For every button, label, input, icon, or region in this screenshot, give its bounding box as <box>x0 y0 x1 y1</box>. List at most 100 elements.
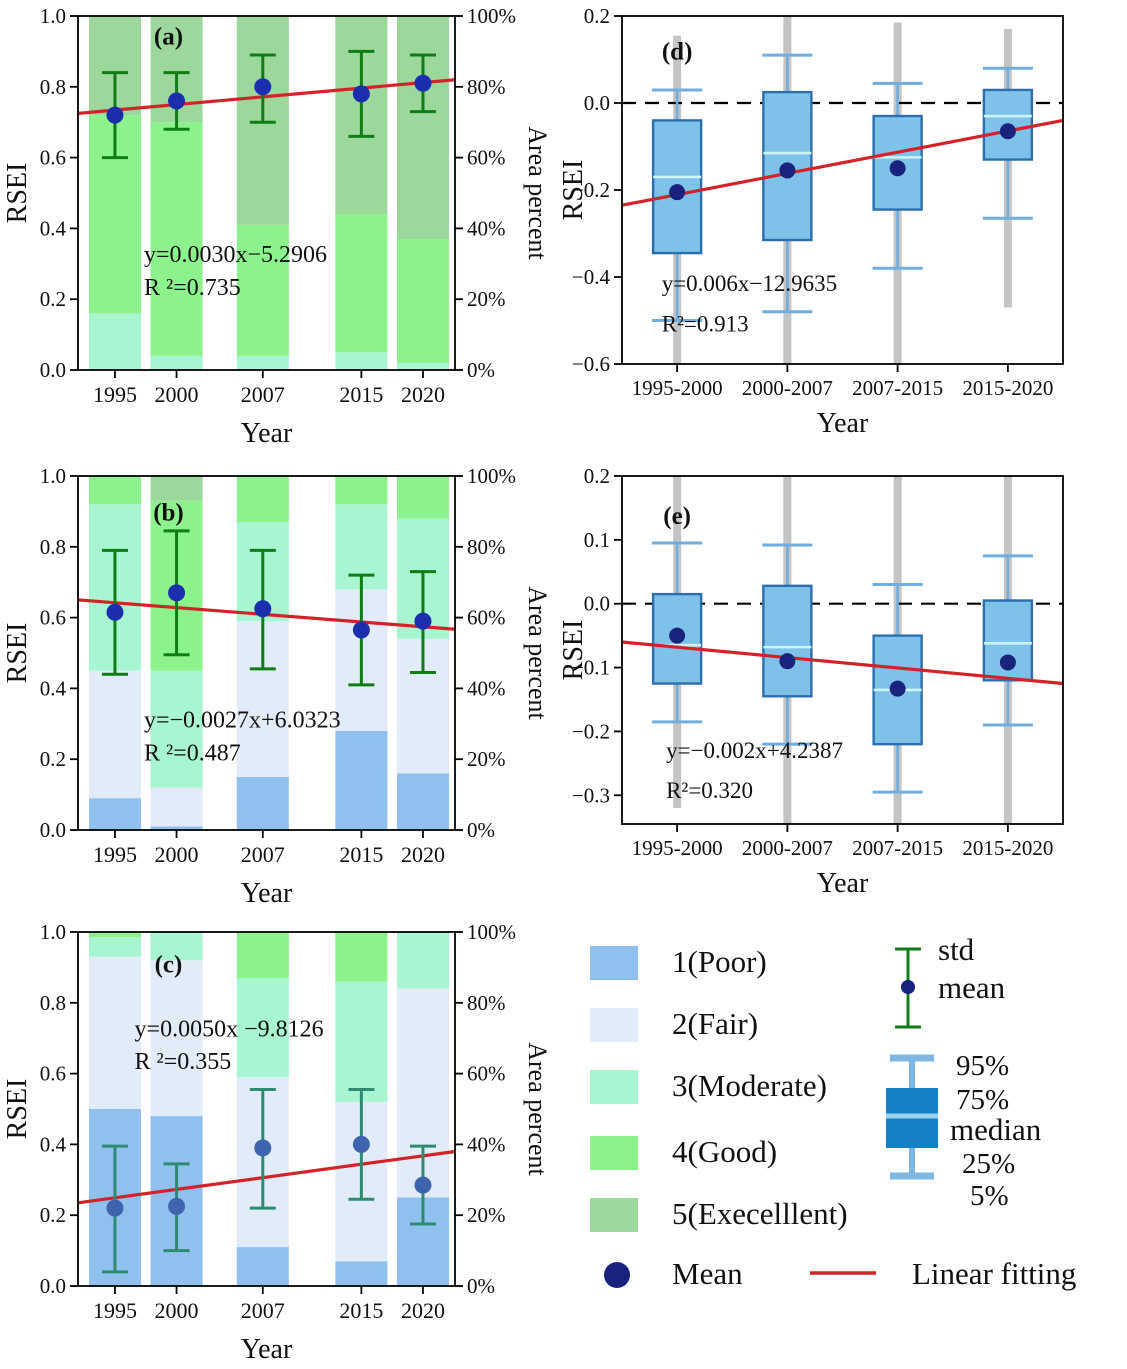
chart-svg-d: 0.2 0.0 −0.2 −0.4 −0.6 1995-2000 2000-2007 2007… <box>558 4 1064 439</box>
svg-text:80%: 80% <box>467 75 506 99</box>
svg-text:2000-2007: 2000-2007 <box>742 376 833 400</box>
bar-segment-poor <box>150 826 203 830</box>
svg-text:2000: 2000 <box>155 1298 199 1323</box>
panel-d-rsei-boxplot-chart: 0.2 0.0 −0.2 −0.4 −0.6 1995-2000 2000-2007 2007… <box>558 2 1127 457</box>
svg-text:Area percent: Area percent <box>523 1042 552 1176</box>
svg-text:R ²=0.487: R ²=0.487 <box>144 740 241 766</box>
svg-text:−0.6: −0.6 <box>572 352 610 376</box>
svg-text:y=0.006x−12.9635: y=0.006x−12.9635 <box>662 271 837 296</box>
bar-segment-good <box>236 932 289 979</box>
chart-svg-b: 1.0 0.8 0.6 0.4 0.2 0.0 100% 80% 60% 40% 20% 0% 1995… <box>2 464 552 909</box>
svg-text:0.6: 0.6 <box>40 146 66 170</box>
svg-text:2007: 2007 <box>241 842 285 867</box>
linear-fitting-line <box>77 1149 456 1205</box>
axes-ticks: 0.2 0.0 −0.2 −0.4 −0.6 1995-2000 2000-2007 2007… <box>572 4 1053 400</box>
bar-segment-good <box>88 932 141 938</box>
bar-segment-good <box>236 476 289 523</box>
legend-swatch-poor <box>590 946 638 980</box>
bar-segment-poor <box>335 1261 388 1286</box>
legend-swatch-excellent <box>590 1198 638 1232</box>
svg-text:0.1: 0.1 <box>584 528 610 552</box>
svg-text:0.4: 0.4 <box>40 216 67 240</box>
svg-text:2000-2007: 2000-2007 <box>742 836 833 860</box>
svg-text:80%: 80% <box>467 535 506 559</box>
chart-svg-c: 1.0 0.8 0.6 0.4 0.2 0.0 100% 80% 60% 40% 20% 0% 1995… <box>2 920 552 1365</box>
svg-text:Year: Year <box>817 408 869 439</box>
axes-ticks: 1.0 0.8 0.6 0.4 0.2 0.0 100% 80% 60% 40% 20% 0% 1995… <box>40 4 516 407</box>
legend-label-excellent: 5(Execelllent) <box>672 1196 848 1231</box>
svg-text:0.2: 0.2 <box>40 287 66 311</box>
svg-text:2007-2015: 2007-2015 <box>852 376 943 400</box>
bar-segment-fair <box>150 960 203 1117</box>
svg-text:40%: 40% <box>467 216 506 240</box>
axes-frame <box>77 15 456 371</box>
stacked-bars <box>88 476 449 830</box>
svg-text:RSEI: RSEI <box>560 160 589 221</box>
svg-text:RSEI: RSEI <box>2 1079 33 1140</box>
svg-text:1.0: 1.0 <box>40 4 66 28</box>
legend-label-5: 5% <box>970 1180 1009 1212</box>
bar-segment-moderate <box>396 362 449 370</box>
legend-label-linear-fitting: Linear fitting <box>912 1256 1077 1291</box>
axes-frame <box>77 931 456 1287</box>
bar-segment-good <box>335 476 388 505</box>
svg-text:0.2: 0.2 <box>40 1203 66 1227</box>
mean-points <box>669 627 1016 697</box>
svg-text:1995-2000: 1995-2000 <box>632 376 723 400</box>
full-range-gray-lines <box>673 476 1012 824</box>
whiskers <box>652 541 1033 794</box>
svg-text:−0.1: −0.1 <box>572 656 610 680</box>
bar-segment-excellent <box>150 476 203 501</box>
svg-text:RSEI: RSEI <box>2 163 33 224</box>
linear-fitting-line <box>77 78 456 115</box>
svg-text:0.4: 0.4 <box>40 1132 67 1156</box>
svg-text:60%: 60% <box>467 1062 506 1086</box>
svg-text:0%: 0% <box>467 358 495 382</box>
svg-text:y=0.0030x−5.2906: y=0.0030x−5.2906 <box>144 242 327 268</box>
svg-text:100%: 100% <box>467 4 516 28</box>
svg-text:R²=0.913: R²=0.913 <box>662 311 749 336</box>
bar-segment-fair <box>88 956 141 1109</box>
svg-text:0.2: 0.2 <box>584 4 610 28</box>
svg-text:2015: 2015 <box>339 382 383 407</box>
svg-text:20%: 20% <box>467 747 506 771</box>
bar-segment-excellent <box>396 16 449 240</box>
svg-text:2007: 2007 <box>241 382 285 407</box>
svg-text:Year: Year <box>241 1334 293 1365</box>
legend-boxplot-glyph <box>886 1054 938 1180</box>
svg-text:y=−0.0027x+6.0323: y=−0.0027x+6.0323 <box>144 707 341 733</box>
svg-text:40%: 40% <box>467 676 506 700</box>
svg-text:0.8: 0.8 <box>40 75 66 99</box>
svg-text:0%: 0% <box>467 1274 495 1298</box>
bar-segment-poor <box>236 776 289 830</box>
svg-text:2007-2015: 2007-2015 <box>852 836 943 860</box>
legend-label-fair: 2(Fair) <box>672 1006 759 1041</box>
legend-label-std: std <box>938 932 975 967</box>
panel-b-rsei-stacked-chart: 1.0 0.8 0.6 0.4 0.2 0.0 100% 80% 60% 40% 20% 0% 1995… <box>0 462 555 917</box>
legend-label-moderate: 3(Moderate) <box>672 1068 827 1103</box>
svg-text:0%: 0% <box>467 818 495 842</box>
svg-text:0.0: 0.0 <box>40 1274 66 1298</box>
legend-swatch-good <box>590 1136 638 1170</box>
legend-swatch-moderate <box>590 1070 638 1104</box>
svg-text:0.0: 0.0 <box>584 91 610 115</box>
svg-text:0.4: 0.4 <box>40 676 67 700</box>
svg-text:−0.2: −0.2 <box>572 178 610 202</box>
svg-text:1995: 1995 <box>93 1298 137 1323</box>
svg-text:(a): (a) <box>154 23 183 50</box>
whiskers <box>652 53 1033 322</box>
axes-ticks: 0.2 0.1 0.0 −0.1 −0.2 −0.3 1995-2000 2000-2007 2… <box>572 464 1053 860</box>
bar-segment-good <box>236 224 289 356</box>
bar-segment-good <box>150 122 203 356</box>
svg-text:0.6: 0.6 <box>40 606 66 630</box>
bar-segment-fair <box>88 670 141 799</box>
chart-svg-e: 0.2 0.1 0.0 −0.1 −0.2 −0.3 1995-2000 2000-2007 2… <box>558 464 1064 899</box>
boxes <box>651 584 1034 746</box>
mean-points <box>106 1135 432 1217</box>
svg-text:y=0.0050x −9.8126: y=0.0050x −9.8126 <box>135 1016 324 1042</box>
bar-segment-moderate <box>236 978 289 1078</box>
svg-text:0.0: 0.0 <box>40 818 66 842</box>
bar-segment-good <box>335 932 388 982</box>
stacked-bars <box>88 932 449 1286</box>
